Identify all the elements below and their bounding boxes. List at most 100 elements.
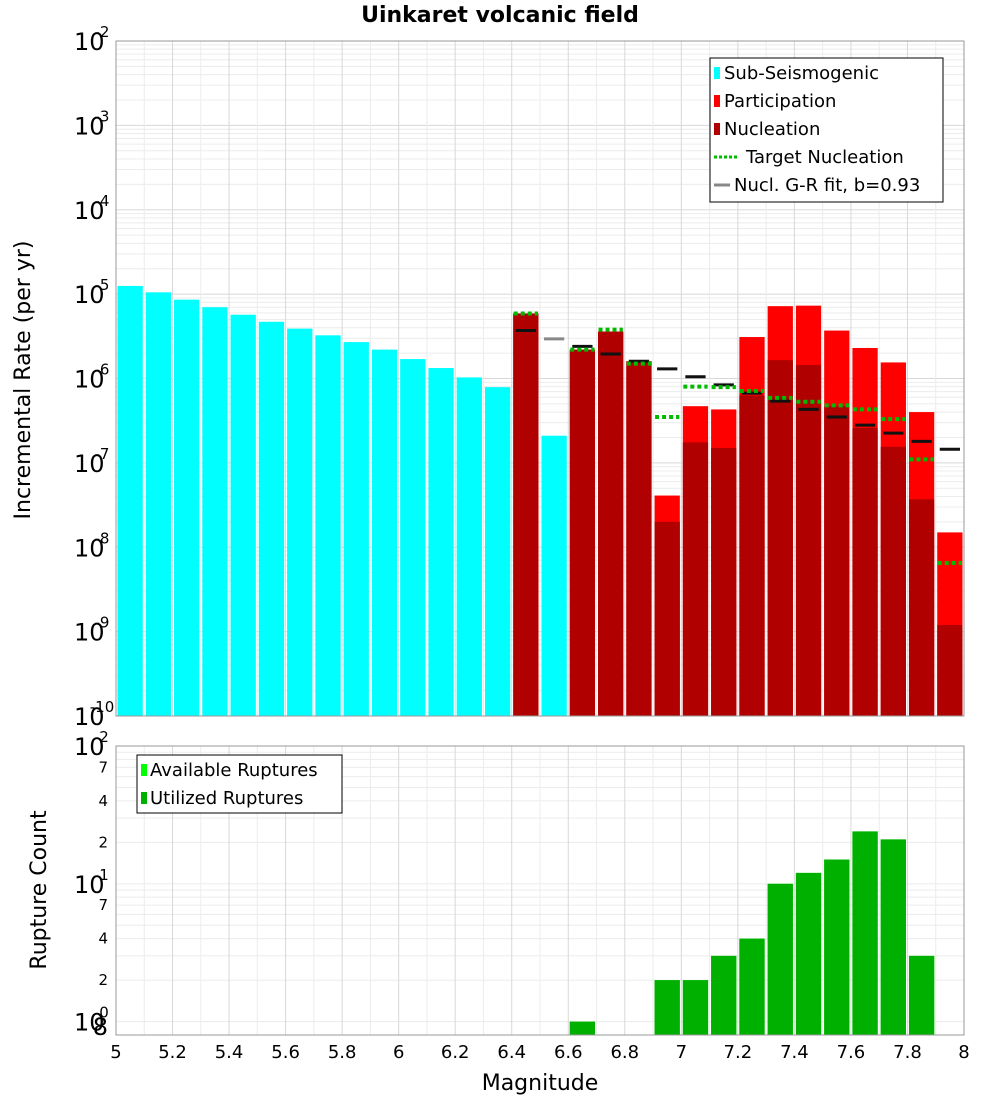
top-y-tick-exponent: -5 bbox=[95, 276, 110, 294]
top-plot-area: 10-1010-910-810-710-610-510-410-310-2Sub… bbox=[74, 23, 965, 731]
sub-seismogenic-bar bbox=[202, 307, 228, 716]
x-tick-label: 7 bbox=[676, 1042, 687, 1063]
bottom-y-minor-tick-label: 7 bbox=[98, 758, 108, 776]
x-tick-label: 8 bbox=[958, 1042, 969, 1063]
legend-label: Available Ruptures bbox=[150, 760, 318, 781]
bottom-legend bbox=[136, 754, 343, 814]
utilized-ruptures-bar bbox=[795, 872, 822, 1035]
x-tick-label: 5.4 bbox=[215, 1042, 244, 1063]
legend-swatch bbox=[714, 95, 720, 107]
top-y-tick-exponent: -10 bbox=[90, 698, 115, 716]
top-y-tick-label: 10 bbox=[74, 281, 105, 309]
nucleation-bar bbox=[767, 360, 793, 716]
top-y-tick-exponent: -9 bbox=[95, 614, 110, 632]
bottom-y-minor-tick-label: 2 bbox=[98, 833, 108, 851]
nucleation-bar bbox=[739, 395, 765, 716]
legend-label: Target Nucleation bbox=[745, 147, 904, 168]
bottom-y-minor-tick-label: 2 bbox=[98, 971, 108, 989]
utilized-ruptures-bar bbox=[711, 955, 737, 1035]
sub-seismogenic-bar bbox=[174, 299, 200, 716]
x-tick-label: 7.2 bbox=[724, 1042, 753, 1063]
nucleation-bar bbox=[711, 448, 737, 716]
sub-seismogenic-bar bbox=[541, 435, 567, 716]
top-y-tick-exponent: -8 bbox=[95, 529, 110, 547]
legend-swatch bbox=[141, 764, 147, 776]
sub-seismogenic-bar bbox=[145, 292, 172, 716]
x-tick-label: 5 bbox=[110, 1042, 121, 1063]
bottom-y-minor-tick-label: 8 bbox=[93, 1013, 108, 1041]
utilized-ruptures-bar bbox=[824, 859, 850, 1035]
x-tick-label: 7.6 bbox=[837, 1042, 866, 1063]
nucleation-bar bbox=[513, 313, 539, 716]
top-y-tick-label: 10 bbox=[74, 619, 105, 647]
top-y-tick-exponent: -7 bbox=[95, 445, 110, 463]
top-y-tick-label: 10 bbox=[74, 703, 105, 731]
top-y-tick-label: 10 bbox=[74, 197, 105, 225]
top-legend bbox=[709, 57, 944, 203]
x-axis-label: Magnitude bbox=[482, 1071, 599, 1096]
sub-seismogenic-bar bbox=[258, 321, 285, 716]
nucleation-bar bbox=[795, 364, 822, 716]
x-tick-label: 6.2 bbox=[441, 1042, 470, 1063]
utilized-ruptures-bar bbox=[569, 1021, 596, 1035]
sub-seismogenic-bar bbox=[315, 335, 341, 716]
top-y-tick-label: 10 bbox=[74, 112, 105, 140]
nucleation-bar bbox=[880, 446, 906, 716]
utilized-ruptures-bar bbox=[767, 883, 793, 1035]
sub-seismogenic-bar bbox=[343, 342, 369, 716]
legend-swatch bbox=[714, 123, 720, 135]
nucleation-bar bbox=[654, 521, 680, 716]
top-y-tick-exponent: -2 bbox=[95, 23, 110, 41]
utilized-ruptures-bar bbox=[682, 980, 709, 1035]
bottom-y-tick-exponent: 1 bbox=[99, 866, 109, 884]
sub-seismogenic-bar bbox=[456, 377, 482, 716]
top-plot-border bbox=[115, 40, 965, 717]
nucleation-bar bbox=[937, 624, 963, 716]
top-y-tick-label: 10 bbox=[74, 450, 105, 478]
sub-seismogenic-bar bbox=[371, 349, 398, 716]
nucleation-bar bbox=[569, 349, 596, 716]
bottom-plot-border bbox=[115, 745, 965, 1036]
sub-seismogenic-bar bbox=[230, 314, 256, 716]
nucleation-bar bbox=[824, 406, 850, 716]
bottom-y-tick-label: 10 bbox=[74, 733, 105, 761]
sub-seismogenic-bar bbox=[484, 387, 511, 716]
legend-label: Utilized Ruptures bbox=[150, 788, 303, 809]
sub-seismogenic-bar bbox=[287, 328, 313, 716]
bottom-y-minor-tick-label: 7 bbox=[98, 896, 108, 914]
bottom-y-minor-tick-label: 4 bbox=[98, 930, 108, 948]
utilized-ruptures-bar bbox=[908, 955, 935, 1035]
bottom-y-tick-exponent: 2 bbox=[99, 728, 109, 746]
x-tick-label: 5.2 bbox=[158, 1042, 187, 1063]
x-tick-label: 7.4 bbox=[780, 1042, 809, 1063]
bottom-y-tick-exponent: 0 bbox=[99, 1004, 109, 1022]
legend-label: Nucleation bbox=[724, 119, 820, 140]
sub-seismogenic-bar bbox=[428, 368, 454, 716]
utilized-ruptures-bar bbox=[739, 938, 765, 1035]
top-y-tick-exponent: -4 bbox=[95, 192, 110, 210]
top-y-tick-label: 10 bbox=[74, 366, 105, 394]
nucleation-bar bbox=[908, 499, 935, 716]
x-tick-label: 6 bbox=[393, 1042, 404, 1063]
x-tick-label: 7.8 bbox=[893, 1042, 922, 1063]
bottom-y-minor-tick-label: 4 bbox=[98, 792, 108, 810]
nucleation-bar bbox=[682, 442, 709, 716]
top-y-tick-exponent: -3 bbox=[95, 107, 110, 125]
nucleation-bar bbox=[626, 361, 652, 716]
legend-label: Participation bbox=[724, 91, 836, 112]
x-tick-label: 5.8 bbox=[328, 1042, 357, 1063]
x-tick-label: 6.6 bbox=[554, 1042, 583, 1063]
x-tick-label: 6.8 bbox=[610, 1042, 639, 1063]
legend-swatch bbox=[141, 792, 147, 804]
nucleation-bar bbox=[598, 331, 624, 716]
top-y-axis-label: Incremental Rate (per yr) bbox=[11, 241, 36, 520]
legend-label: Nucl. G-R fit, b=0.93 bbox=[734, 175, 920, 196]
x-tick-label: 6.4 bbox=[497, 1042, 526, 1063]
bottom-y-axis-label: Rupture Count bbox=[27, 810, 52, 970]
top-y-tick-label: 10 bbox=[74, 534, 105, 562]
chart-title: Uinkaret volcanic field bbox=[361, 3, 639, 28]
legend-swatch bbox=[714, 67, 720, 79]
legend-label: Sub-Seismogenic bbox=[724, 63, 879, 84]
